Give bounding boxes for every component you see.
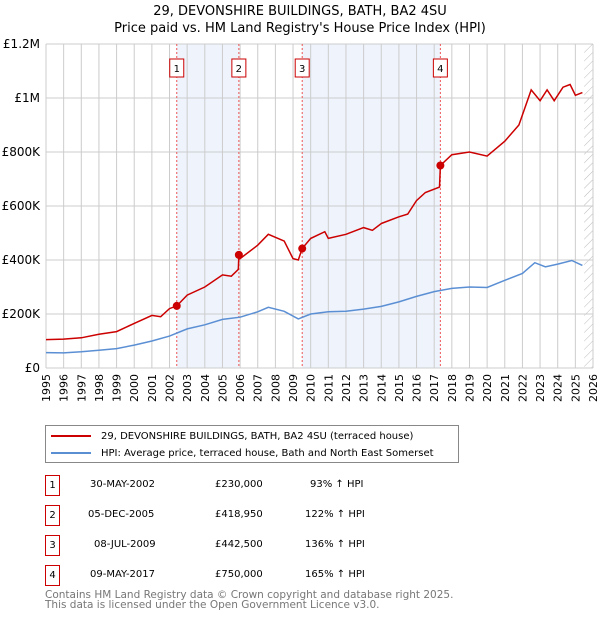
x-tick-label: 1998 [93,374,106,402]
sale-marker-label: 4 [437,64,443,75]
x-tick-label: 2025 [569,374,582,402]
x-tick-label: 2005 [216,374,229,402]
x-tick-label: 2023 [534,374,547,402]
legend-swatch [51,452,91,454]
sale-marker-label: 3 [299,64,305,75]
sale-date: 08-JUL-2009 [94,539,156,550]
sale-marker-badge: 3 [45,535,60,556]
sale-point [172,301,181,310]
legend: 29, DEVONSHIRE BUILDINGS, BATH, BA2 4SU … [45,425,459,463]
x-tick-label: 2004 [199,374,212,402]
sale-date: 09-MAY-2017 [90,569,156,580]
x-tick-label: 2009 [287,374,300,402]
x-tick-label: 2002 [164,374,177,402]
y-tick-label: £600K [2,199,42,213]
sale-marker-box [231,58,247,78]
x-tick-label: 2017 [428,374,441,402]
sale-marker-label: 1 [174,64,180,75]
sale-marker-box [432,58,448,78]
sale-date: 30-MAY-2002 [90,479,156,490]
footer-line: This data is licensed under the Open Gov… [45,599,380,611]
sale-marker-badge: 1 [45,475,60,496]
x-tick-label: 2001 [146,374,159,402]
sale-price: £442,500 [215,539,263,550]
sale-price: £230,000 [215,479,263,490]
x-tick-label: 2019 [463,374,476,402]
y-tick-label: £800K [2,145,42,159]
sale-date: 05-DEC-2005 [88,509,155,520]
series-line-hpi [45,259,583,354]
x-tick-label: 1996 [58,374,71,402]
y-tick-label: £1M [14,91,40,105]
x-tick-label: 2000 [128,374,141,402]
x-tick-label: 2003 [181,374,194,402]
sale-marker-badge: 2 [45,505,60,526]
series-line-property [45,83,583,341]
chart-title: 29, DEVONSHIRE BUILDINGS, BATH, BA2 4SU [153,4,447,19]
x-tick-label: 1995 [40,374,53,402]
sale-price: £418,950 [215,509,263,520]
x-tick-label: 2026 [587,374,600,402]
sale-hpi: 93% ↑ HPI [310,479,364,490]
legend-label: 29, DEVONSHIRE BUILDINGS, BATH, BA2 4SU … [101,430,414,442]
x-tick-label: 2006 [234,374,247,402]
y-tick-label: £400K [2,253,42,267]
sale-point [436,161,445,170]
x-tick-label: 2014 [375,374,388,402]
sale-row: 4 09-MAY-2017 £750,000 165% ↑ HPI [45,565,445,586]
sale-point [234,250,243,259]
legend-swatch [51,435,91,437]
legend-item-property: 29, DEVONSHIRE BUILDINGS, BATH, BA2 4SU … [51,428,413,444]
sale-price: £750,000 [215,569,263,580]
x-tick-label: 2016 [411,374,424,402]
sale-point [298,244,307,253]
sale-hpi: 165% ↑ HPI [305,569,365,580]
x-tick-label: 2015 [393,374,406,402]
x-tick-label: 2020 [481,374,494,402]
sale-row: 3 08-JUL-2009 £442,500 136% ↑ HPI [45,535,445,556]
sale-hpi: 136% ↑ HPI [305,539,365,550]
x-tick-label: 2008 [269,374,282,402]
x-tick-label: 2011 [322,374,335,402]
y-tick-label: £200K [2,307,42,321]
x-tick-label: 1999 [111,374,124,402]
chart-subtitle: Price paid vs. HM Land Registry's House … [114,21,486,36]
sale-marker-box [169,58,185,78]
sale-hpi: 122% ↑ HPI [305,509,365,520]
sale-marker-box [294,58,310,78]
x-tick-label: 2018 [446,374,459,402]
x-tick-label: 1997 [75,374,88,402]
x-tick-label: 2021 [499,374,512,402]
x-tick-label: 2012 [340,374,353,402]
footer: Contains HM Land Registry data © Crown c… [45,589,454,611]
legend-item-hpi: HPI: Average price, terraced house, Bath… [51,445,434,461]
y-tick-label: £0 [25,361,40,375]
sale-marker-label: 2 [236,64,242,75]
x-tick-label: 2007 [252,374,265,402]
legend-label: HPI: Average price, terraced house, Bath… [101,447,434,459]
footer-line: Contains HM Land Registry data © Crown c… [45,589,454,601]
x-tick-label: 2022 [516,374,529,402]
y-tick-label: £1.2M [3,37,40,51]
x-tick-label: 2013 [358,374,371,402]
price-chart: 1995 1996 1997 1998 1999 2000 2001 2002 2003 2004… [2,37,600,402]
sale-marker-badge: 4 [45,565,60,586]
x-tick-label: 2024 [552,374,565,402]
sale-row: 1 30-MAY-2002 £230,000 93% ↑ HPI [45,475,445,496]
x-tick-label: 2010 [305,374,318,402]
sale-row: 2 05-DEC-2005 £418,950 122% ↑ HPI [45,505,445,526]
